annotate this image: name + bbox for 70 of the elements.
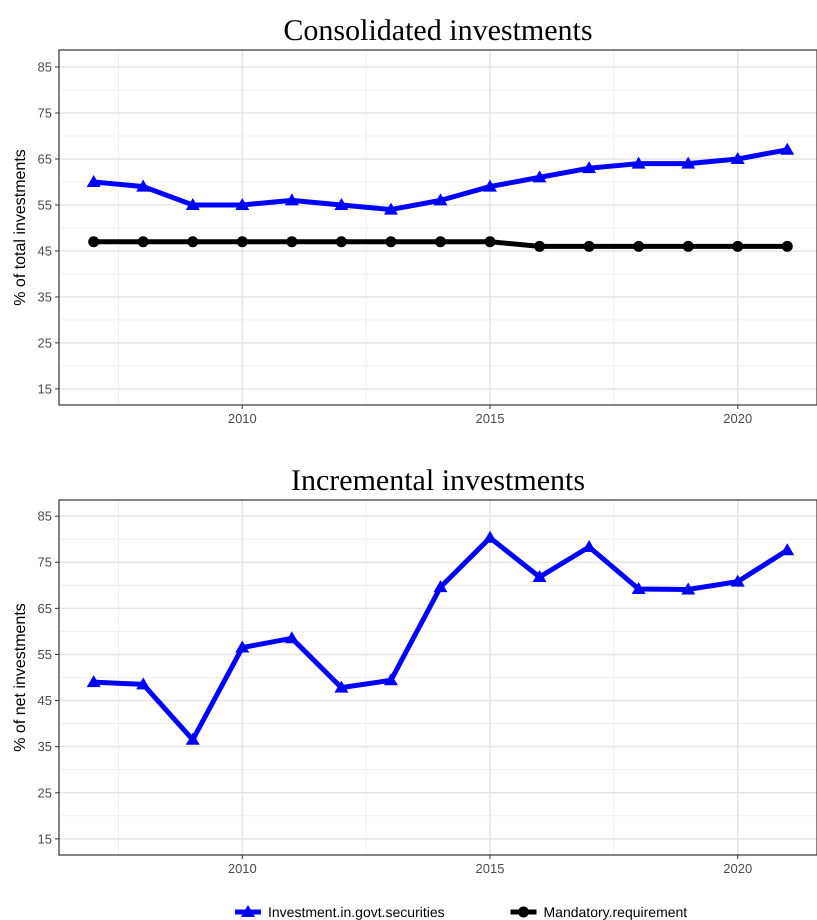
point xyxy=(484,236,496,248)
point xyxy=(336,236,347,248)
point xyxy=(584,240,595,252)
y-tick-label: 45 xyxy=(38,243,52,258)
point xyxy=(433,580,448,592)
chart-title: Incremental investments xyxy=(290,464,586,497)
point xyxy=(235,640,250,653)
x-tick-label: 2015 xyxy=(476,861,504,876)
point xyxy=(286,236,298,248)
y-axis-title: % of net investments xyxy=(12,603,29,752)
y-tick-label: 15 xyxy=(38,831,52,846)
point xyxy=(187,236,198,248)
point xyxy=(384,202,398,215)
y-tick-label: 55 xyxy=(38,197,52,212)
point xyxy=(582,161,596,174)
point xyxy=(186,732,200,745)
y-tick-label: 25 xyxy=(38,335,52,350)
y-tick-label: 35 xyxy=(38,739,52,754)
point xyxy=(532,170,547,182)
y-tick-label: 25 xyxy=(38,785,52,800)
point xyxy=(384,673,398,686)
point xyxy=(138,236,149,248)
x-tick-label: 2010 xyxy=(228,411,257,426)
point xyxy=(284,631,299,644)
point xyxy=(483,180,498,192)
y-tick-label: 15 xyxy=(38,381,52,396)
y-tick-label: 75 xyxy=(38,554,52,570)
point xyxy=(681,582,696,594)
point xyxy=(633,240,644,252)
chart-title: Consolidated investments xyxy=(283,14,593,47)
point xyxy=(782,240,793,252)
point xyxy=(434,236,446,248)
point xyxy=(632,156,646,169)
point xyxy=(632,582,646,594)
point xyxy=(86,174,101,187)
point xyxy=(186,198,200,210)
point xyxy=(730,574,745,587)
y-tick-label: 65 xyxy=(38,151,52,166)
point xyxy=(681,156,696,169)
point xyxy=(334,680,348,693)
y-tick-label: 55 xyxy=(38,646,52,662)
point xyxy=(86,675,101,688)
point xyxy=(88,236,100,248)
y-tick-label: 65 xyxy=(38,600,52,616)
point xyxy=(780,142,794,155)
point xyxy=(235,198,250,210)
y-tick-label: 85 xyxy=(38,508,52,524)
point xyxy=(730,152,745,164)
point xyxy=(284,193,299,206)
point xyxy=(532,570,547,582)
y-tick-label: 45 xyxy=(38,693,52,708)
point xyxy=(136,180,150,192)
legend-label: Investment.in.govt.securities xyxy=(268,904,445,920)
point xyxy=(732,240,744,252)
point xyxy=(534,240,546,252)
y-tick-label: 75 xyxy=(38,106,52,120)
x-tick-label: 2015 xyxy=(476,411,504,426)
legend-label: Mandatory.requirement xyxy=(544,904,688,920)
y-tick-label: 35 xyxy=(38,289,52,304)
point xyxy=(433,193,448,206)
point xyxy=(236,236,248,248)
point xyxy=(136,677,150,690)
point xyxy=(682,240,694,252)
point xyxy=(334,198,348,210)
point xyxy=(385,236,396,248)
x-tick-label: 2010 xyxy=(228,861,257,876)
x-tick-label: 2020 xyxy=(723,861,752,876)
x-tick-label: 2020 xyxy=(723,411,752,426)
y-axis-title: % of total investments xyxy=(12,149,29,306)
y-tick-label: 85 xyxy=(38,60,52,75)
